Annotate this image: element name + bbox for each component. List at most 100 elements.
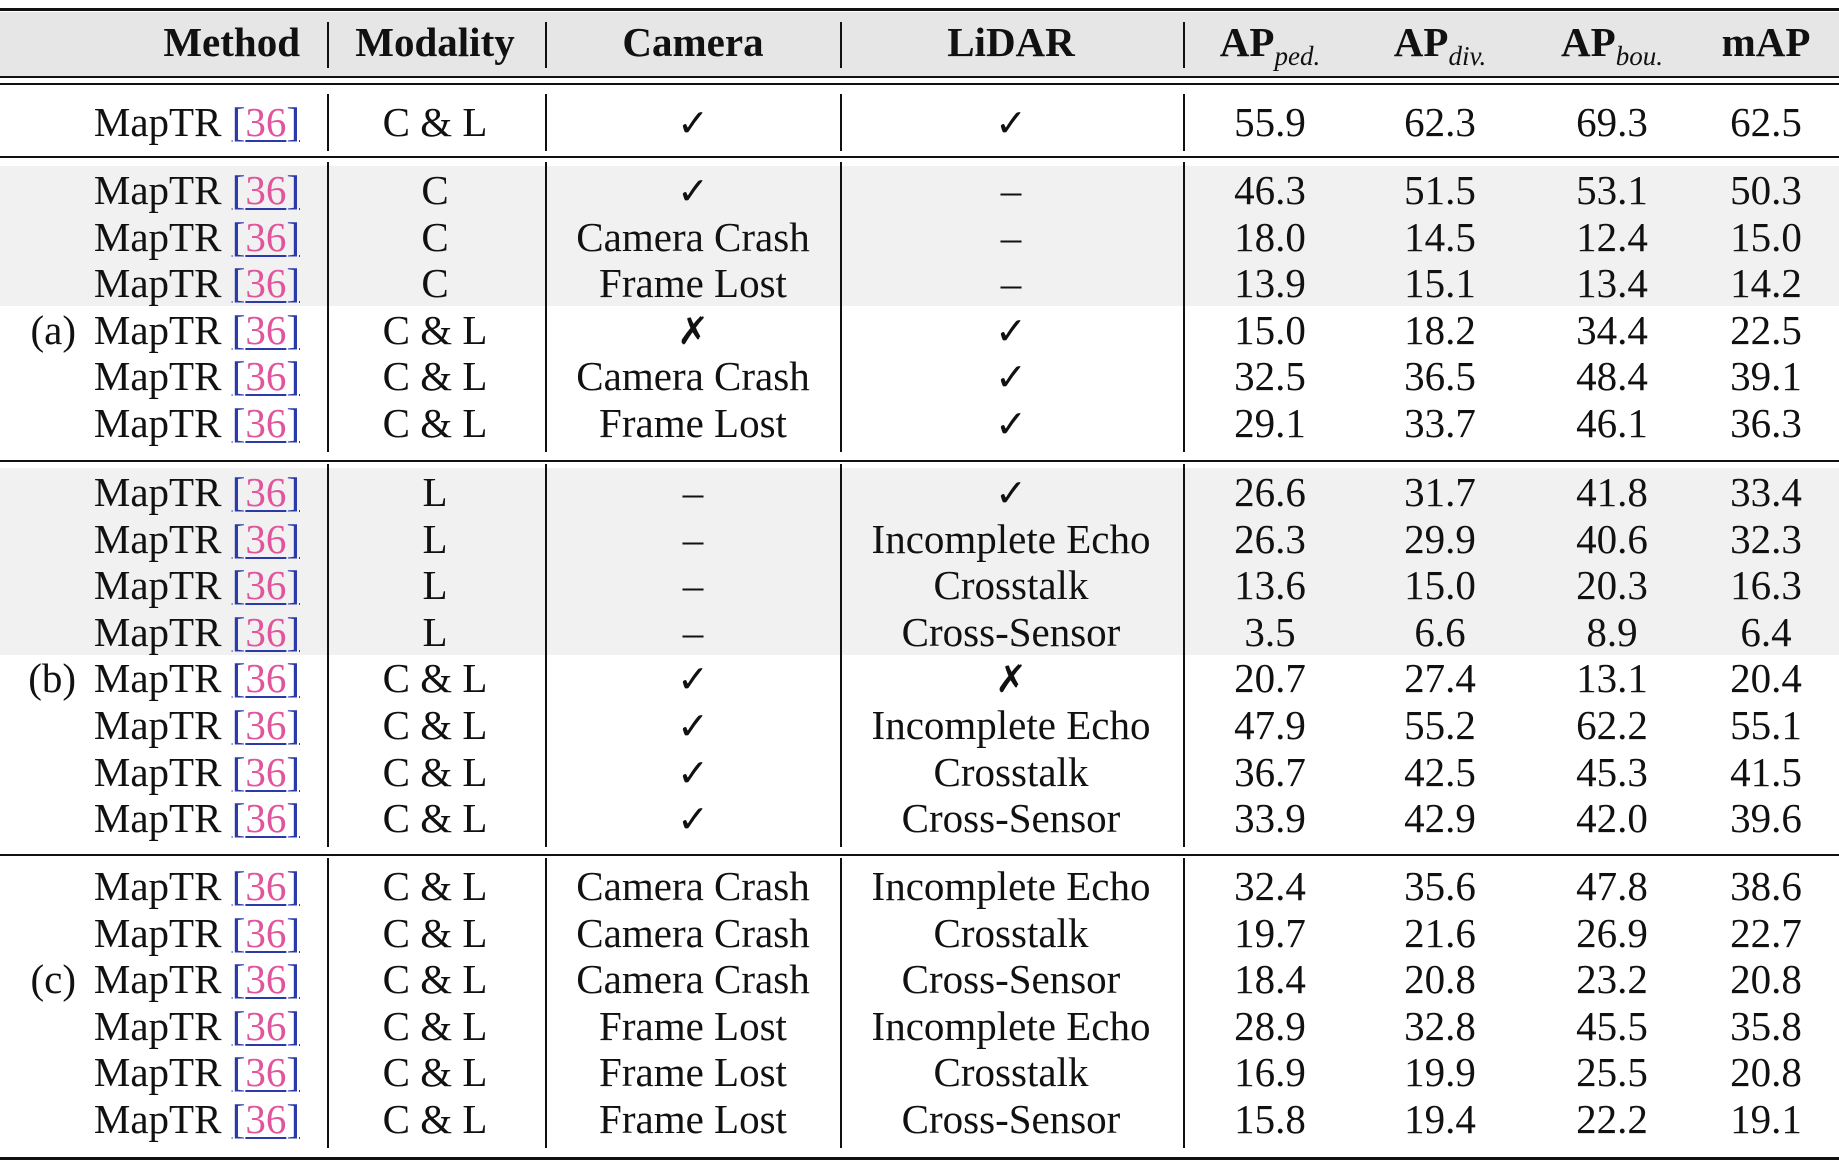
modality-cell: L (422, 608, 448, 655)
citation-link[interactable]: [36] (231, 1096, 300, 1142)
lidar-cell: ✓ (995, 101, 1027, 145)
ap-bou-cell: 34.4 (1576, 306, 1648, 353)
citation-number: 36 (245, 956, 287, 1003)
ap-bou-cell: 47.8 (1576, 863, 1648, 909)
ap-bou-cell: 69.3 (1576, 99, 1648, 145)
citation-link[interactable]: [36] (231, 213, 300, 260)
citation-link[interactable]: [36] (231, 748, 300, 795)
camera-cell: – (682, 515, 704, 562)
map-cell: 62.5 (1730, 99, 1802, 145)
citation-number: 36 (245, 562, 287, 609)
citation-link[interactable]: [36] (231, 909, 300, 956)
camera-cell: – (682, 469, 704, 515)
map-cell: 22.7 (1730, 909, 1802, 956)
citation-link[interactable]: [36] (231, 795, 300, 842)
citation-link[interactable]: [36] (231, 608, 300, 655)
header-ap-bou-subscript: bou. (1615, 41, 1663, 72)
method-name: MapTR (93, 748, 222, 795)
method-cell: MapTR [36] (94, 1002, 300, 1049)
ap-div-cell: 15.0 (1404, 562, 1476, 609)
method-cell: MapTR [36] (93, 748, 300, 795)
camera-cell: ✓ (677, 750, 709, 795)
lidar-cell: Cross-Sensor (901, 1096, 1121, 1142)
citation-link[interactable]: [36] (231, 702, 300, 748)
citation-link[interactable]: [36] (231, 99, 300, 145)
ap-div-cell: 19.9 (1404, 1049, 1476, 1096)
group-rule (0, 854, 1839, 856)
citation-link[interactable]: [36] (231, 1002, 300, 1049)
ap-ped-cell: 26.3 (1234, 515, 1306, 562)
ap-div-cell: 42.9 (1404, 795, 1476, 842)
ap-ped-cell: 15.8 (1234, 1096, 1306, 1142)
citation-link[interactable]: [36] (231, 260, 300, 307)
ap-div-cell: 14.5 (1404, 213, 1476, 260)
ap-ped-cell: 36.7 (1234, 748, 1306, 795)
ap-bou-cell: 45.5 (1576, 1002, 1648, 1049)
group-rule (0, 460, 1839, 462)
method-name: MapTR (93, 353, 222, 400)
column-separator (840, 464, 842, 847)
lidar-cell: – (1000, 167, 1022, 213)
ap-ped-cell: 16.9 (1234, 1049, 1306, 1096)
map-cell: 6.4 (1740, 608, 1792, 655)
map-cell: 35.8 (1730, 1002, 1802, 1049)
citation-link[interactable]: [36] (231, 863, 300, 909)
citation-link[interactable]: [36] (231, 562, 300, 609)
lidar-cell: ✓ (995, 308, 1027, 353)
camera-cell: Frame Lost (599, 260, 787, 307)
method-name: MapTR (93, 702, 222, 748)
citation-link[interactable]: [36] (231, 353, 300, 400)
lidar-cell: ✓ (995, 471, 1027, 515)
citation-link[interactable]: [36] (231, 469, 300, 515)
modality-cell: C & L (382, 909, 488, 956)
citation-link[interactable]: [36] (231, 956, 300, 1003)
modality-cell: C & L (382, 1049, 488, 1096)
header-rule-2 (0, 83, 1839, 85)
column-separator (1183, 94, 1185, 151)
header-column-separator (840, 22, 842, 68)
lidar-cell: Cross-Sensor (901, 956, 1121, 1003)
column-separator (840, 94, 842, 151)
ap-bou-cell: 42.0 (1576, 795, 1648, 842)
header-ap-ped-subscript: ped. (1274, 41, 1321, 72)
header-column-separator (327, 22, 329, 68)
header-column-separator (1183, 22, 1185, 68)
column-separator (327, 94, 329, 151)
column-separator (1183, 464, 1185, 847)
method-cell: MapTR [36] (94, 909, 300, 956)
method-cell: MapTR [36] (94, 959, 300, 1000)
ap-bou-cell: 45.3 (1576, 748, 1648, 795)
header-lidar: LiDAR (947, 19, 1075, 65)
citation-number: 36 (245, 863, 287, 909)
citation-link[interactable]: [36] (231, 655, 300, 702)
map-cell: 41.5 (1730, 748, 1802, 795)
ap-bou-cell: 25.5 (1576, 1049, 1648, 1096)
citation-link[interactable]: [36] (231, 306, 300, 353)
method-name: MapTR (93, 608, 222, 655)
lidar-cell: Crosstalk (933, 748, 1089, 795)
ap-ped-cell: 15.0 (1234, 306, 1306, 353)
map-cell: 20.8 (1730, 956, 1802, 1003)
map-cell: 22.5 (1730, 306, 1802, 353)
column-separator (545, 162, 547, 452)
column-separator (545, 858, 547, 1148)
method-name: MapTR (93, 167, 222, 213)
ap-div-cell: 18.2 (1404, 306, 1476, 353)
citation-link[interactable]: [36] (231, 400, 300, 446)
camera-cell: Camera Crash (576, 863, 810, 909)
ap-div-cell: 21.6 (1404, 909, 1476, 956)
citation-number: 36 (245, 608, 287, 655)
lidar-cell: Incomplete Echo (871, 863, 1151, 909)
method-cell: MapTR [36] (94, 403, 300, 444)
citation-link[interactable]: [36] (231, 1049, 300, 1096)
ap-bou-cell: 48.4 (1576, 353, 1648, 400)
citation-link[interactable]: [36] (231, 515, 300, 562)
map-cell: 20.8 (1730, 1049, 1802, 1096)
citation-link[interactable]: [36] (231, 167, 300, 213)
camera-cell: ✗ (677, 308, 709, 353)
modality-cell: C & L (382, 353, 488, 400)
ap-bou-cell: 23.2 (1576, 956, 1648, 1003)
camera-cell: ✓ (677, 704, 709, 748)
map-cell: 39.1 (1730, 353, 1802, 400)
row-shading (0, 259, 1839, 307)
